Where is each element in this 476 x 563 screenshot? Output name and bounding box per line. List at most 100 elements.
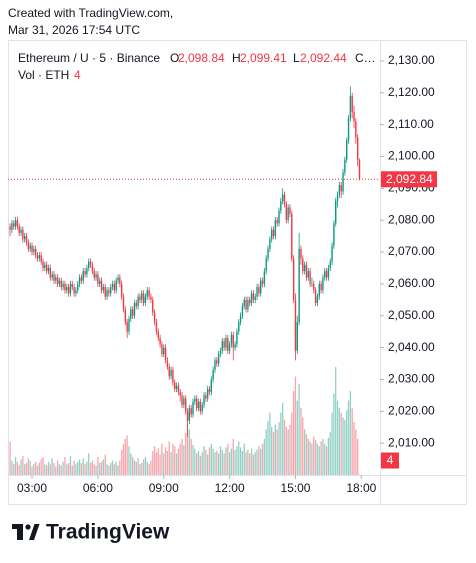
candle-body — [14, 220, 17, 227]
volume-bar — [314, 440, 317, 475]
volume-bar — [46, 465, 48, 475]
candle-body — [67, 287, 70, 294]
candle-body — [201, 404, 203, 412]
volume-bar — [113, 464, 115, 475]
candle-body — [280, 201, 282, 211]
volume-bar — [172, 443, 174, 475]
volume-bar — [245, 452, 247, 475]
volume-bar — [108, 465, 110, 475]
candle-body — [177, 385, 180, 393]
candle-body — [62, 283, 64, 288]
volume-bar — [190, 439, 192, 475]
legend-value: 2,092.44 — [300, 51, 347, 65]
candle-body — [190, 408, 192, 415]
candle-body — [185, 398, 187, 412]
volume-bar — [256, 449, 258, 475]
volume-bar — [292, 391, 295, 475]
volume-bar — [153, 446, 156, 475]
candle-body — [53, 274, 55, 281]
volume-bar — [289, 424, 291, 475]
candle-body — [276, 220, 278, 224]
candle-body — [274, 220, 277, 237]
last-price-tag — [381, 171, 437, 188]
candle-body — [120, 283, 123, 297]
volume-bar — [217, 453, 220, 475]
candle-body — [298, 248, 300, 323]
last-price-label: 2,092.84 — [386, 172, 433, 186]
volume-bar — [131, 457, 134, 475]
volume-bar — [280, 412, 282, 475]
candle-body — [18, 226, 20, 233]
volume-bar — [278, 422, 280, 475]
candle-body — [27, 242, 30, 249]
candle-body — [166, 360, 169, 367]
candle-body — [146, 290, 148, 297]
y-tick-label: 2,060.00 — [388, 276, 435, 290]
volume-bar — [42, 457, 44, 475]
volume-bar — [128, 446, 130, 475]
x-tick-label: 06:00 — [83, 481, 113, 495]
candle-body — [331, 245, 333, 262]
volume-bar — [333, 393, 335, 475]
candle-body — [320, 283, 322, 291]
volume-bar — [219, 446, 222, 475]
candle-body — [300, 248, 302, 259]
candle-body — [261, 280, 264, 284]
candle-body — [335, 201, 337, 224]
volume-bar — [196, 453, 198, 475]
volume-bar — [117, 465, 119, 475]
candle-body — [34, 248, 37, 256]
candle-body — [208, 389, 211, 393]
candle-body — [141, 293, 143, 300]
candle-body — [355, 121, 357, 138]
volume-bar — [247, 449, 249, 475]
volume-bar — [84, 464, 86, 475]
volume-bar — [355, 429, 357, 475]
candle-body — [163, 347, 165, 354]
volume-bar — [168, 441, 170, 475]
volume-bar — [99, 463, 101, 475]
candle-body — [329, 261, 331, 268]
candle-body — [95, 274, 97, 278]
volume-bar — [236, 446, 238, 475]
candle-body — [25, 236, 28, 243]
candle-body — [338, 185, 341, 195]
candle-body — [270, 229, 273, 240]
volume-bar — [16, 461, 19, 475]
volume-bar — [351, 407, 353, 475]
volume-bar — [64, 457, 66, 475]
candle-body — [88, 261, 90, 268]
volume-bar — [276, 429, 278, 475]
candle-body — [258, 287, 260, 294]
candle-body — [333, 223, 335, 246]
candle-body — [71, 283, 73, 288]
candle-body — [314, 290, 317, 303]
volume-bar — [205, 449, 207, 475]
volume-bar — [148, 464, 150, 475]
volume-bar — [22, 455, 24, 475]
candle-body — [324, 271, 326, 278]
volume-bar — [197, 451, 200, 475]
volume-bar — [320, 441, 322, 475]
candle-body — [289, 207, 291, 214]
candle-body — [109, 287, 112, 294]
candle-body — [172, 369, 174, 383]
candle-body — [69, 283, 72, 294]
candle-body — [263, 271, 266, 284]
y-tick-label: 2,120.00 — [388, 85, 435, 99]
volume-bar — [106, 464, 108, 475]
volume-bar — [258, 446, 260, 475]
candle-body — [336, 194, 339, 202]
candle-body — [283, 194, 286, 205]
volume-bar — [210, 443, 212, 475]
candle-body — [230, 334, 233, 345]
candle-body — [42, 261, 44, 268]
candle-body — [249, 299, 251, 303]
volume-bar — [302, 417, 304, 475]
volume-bar — [272, 431, 275, 475]
candle-body — [152, 299, 154, 313]
candle-body — [22, 229, 24, 240]
candle-body — [38, 255, 41, 259]
candle-body — [155, 322, 158, 332]
